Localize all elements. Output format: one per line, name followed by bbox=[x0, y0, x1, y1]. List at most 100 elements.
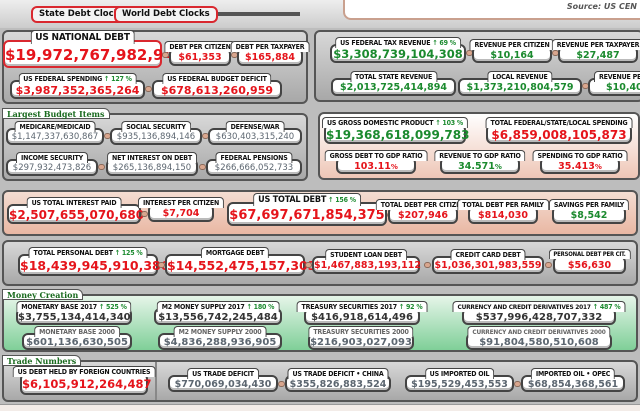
derivatives-2017-clock: CURRENCY AND CREDIT DERIVATIVES 2017 ↑ 487… bbox=[452, 301, 626, 325]
up-arrow-icon: ↑ bbox=[592, 303, 598, 311]
trade-deficit-china-label: US TRADE DEFICIT • CHINA bbox=[287, 368, 389, 379]
trade-deficit-china-clock: US TRADE DEFICIT • CHINA $355,826,883,52… bbox=[285, 368, 391, 392]
debt-to-gdp-value: 103.11% bbox=[354, 161, 398, 172]
imported-oil-value: $195,529,453,553 bbox=[411, 379, 508, 390]
m2-2000-label: M2 MONEY SUPPLY 2000 bbox=[173, 326, 267, 337]
section-label-money-creation: Money Creation bbox=[2, 289, 84, 300]
m2-2017-value: $13,556,742,245,484 bbox=[158, 312, 278, 323]
revenue-per-c-clock: REVENUE PER C $10,404 bbox=[588, 71, 640, 96]
federal-tax-revenue-clock: US FEDERAL TAX REVENUE ↑ 69 % $3,308,739,1… bbox=[330, 37, 466, 63]
budget-item-value: $935,136,894,146 bbox=[116, 132, 196, 142]
credit-card-debt-value: $1,036,301,983,559 bbox=[434, 260, 542, 271]
trade-divider bbox=[155, 362, 157, 400]
total-debt-per-citizen-value: $207,946 bbox=[398, 210, 448, 221]
total-debt-per-family-label: TOTAL DEBT PER FAMILY bbox=[457, 199, 549, 210]
total-personal-debt-clock: TOTAL PERSONAL DEBT ↑ 125 % $18,439,945,91… bbox=[18, 247, 170, 276]
monetary-base-2017-pct: 525 % bbox=[106, 303, 127, 311]
budget-item-value: $630,403,315,240 bbox=[215, 132, 295, 142]
federal-tax-revenue-label: US FEDERAL TAX REVENUE ↑ 69 % bbox=[335, 37, 461, 48]
imported-oil-label: US IMPORTED OIL bbox=[424, 368, 495, 379]
link-connector bbox=[514, 381, 521, 387]
up-arrow-icon: ↑ bbox=[114, 249, 120, 257]
trade-deficit-label: US TRADE DEFICIT bbox=[187, 368, 259, 379]
debt-to-gdp-clock: GROSS DEBT TO GDP RATIO 103.11% bbox=[324, 150, 428, 174]
trade-deficit-clock: US TRADE DEFICIT $770,069,034,430 bbox=[168, 368, 278, 392]
debt-to-gdp-label: GROSS DEBT TO GDP RATIO bbox=[324, 150, 428, 161]
foreign-held-debt-clock: US DEBT HELD BY FOREIGN COUNTRIES $6,105… bbox=[12, 366, 156, 395]
federal-spending-pct: 127 % bbox=[111, 75, 132, 83]
federal-spending-value: $3,987,352,365,264 bbox=[15, 84, 140, 97]
spending-to-gdp-label: SPENDING TO GDP RATIO bbox=[532, 150, 628, 161]
m2-2000-clock: M2 MONEY SUPPLY 2000 $4,836,288,936,905 bbox=[158, 326, 282, 350]
up-arrow-icon: ↑ bbox=[104, 75, 110, 83]
budget-deficit-clock: US FEDERAL BUDGET DEFICIT $678,613,260,9… bbox=[152, 73, 282, 99]
credit-card-debt-clock: CREDIT CARD DEBT $1,036,301,983,559 bbox=[432, 249, 544, 274]
treasury-2017-clock: TREASURY SECURITIES 2017 ↑ 92 % $416,918,6… bbox=[296, 301, 428, 325]
up-arrow-icon: ↑ bbox=[432, 39, 438, 47]
imported-oil-opec-value: $68,854,368,561 bbox=[527, 379, 619, 390]
us-total-debt-clock: US TOTAL DEBT ↑ 156 % $67,697,671,854,375 bbox=[227, 193, 387, 226]
source-text: Source: US CEN bbox=[566, 2, 637, 11]
budget-item-income-security: INCOME SECURITY $297,932,473,826 bbox=[6, 152, 98, 176]
total-personal-debt-label: TOTAL PERSONAL DEBT ↑ 125 % bbox=[28, 247, 148, 258]
interest-paid-clock: US TOTAL INTEREST PAID $2,507,655,070,68… bbox=[7, 197, 145, 224]
up-arrow-icon: ↑ bbox=[246, 303, 252, 311]
tab-state-debt-clocks[interactable]: State Debt Clocks bbox=[31, 6, 133, 23]
gdp-clock: US GROSS DOMESTIC PRODUCT ↑ 103 % $19,368,… bbox=[321, 117, 469, 144]
savings-per-family-label: SAVINGS PER FAMILY bbox=[548, 199, 630, 210]
total-personal-debt-pct: 125 % bbox=[121, 249, 143, 257]
imported-oil-opec-label: IMPORTED OIL • OPEC bbox=[530, 368, 616, 379]
m2-2017-clock: M2 MONEY SUPPLY 2017 ↑ 180 % $13,556,742,2… bbox=[154, 301, 282, 325]
treasury-2000-clock: TREASURY SECURITIES 2000 $216,903,027,09… bbox=[308, 326, 414, 350]
local-revenue-label: LOCAL REVENUE bbox=[487, 71, 553, 82]
link-connector bbox=[158, 262, 165, 268]
treasury-2000-value: $216,903,027,093 bbox=[310, 337, 412, 348]
budget-item-label: FEDERAL PENSIONS bbox=[215, 152, 293, 163]
bottom-strip bbox=[0, 404, 640, 411]
budget-item-value: $1,147,337,630,867 bbox=[11, 132, 99, 142]
foreign-held-label: US DEBT HELD BY FOREIGN COUNTRIES bbox=[12, 366, 156, 377]
budget-item-value: $265,136,894,150 bbox=[112, 163, 192, 173]
derivatives-2000-value: $91,804,580,510,608 bbox=[479, 337, 599, 348]
monetary-base-2000-value: $601,136,630,505 bbox=[26, 337, 128, 348]
personal-debt-per-cit-label: PERSONAL DEBT PER CIT. bbox=[548, 249, 631, 259]
monetary-base-2017-clock: MONETARY BASE 2017 ↑ 525 % $3,755,134,414,… bbox=[16, 301, 132, 325]
link-connector bbox=[424, 262, 431, 268]
link-connector bbox=[162, 52, 169, 58]
credit-card-debt-label: CREDIT CARD DEBT bbox=[450, 249, 526, 260]
interest-per-citizen-label: INTEREST PER CITIZEN bbox=[137, 197, 225, 208]
interest-paid-value: $2,507,655,070,680 bbox=[9, 208, 145, 222]
revenue-to-gdp-clock: REVENUE TO GDP RATIO 34.571% bbox=[434, 150, 526, 174]
federal-tax-revenue-value: $3,308,739,104,308 bbox=[333, 47, 463, 61]
personal-debt-per-cit-value: $56,630 bbox=[567, 260, 612, 271]
derivatives-2017-pct: 487 % bbox=[599, 303, 621, 311]
budget-item-net-interest: NET INTEREST ON DEBT $265,136,894,150 bbox=[106, 152, 198, 176]
link-connector bbox=[145, 86, 152, 92]
link-connector bbox=[98, 164, 105, 170]
imported-oil-opec-clock: IMPORTED OIL • OPEC $68,854,368,561 bbox=[521, 368, 625, 392]
monetary-base-2000-clock: MONETARY BASE 2000 $601,136,630,505 bbox=[22, 326, 132, 350]
derivatives-2000-label: CURRENCY AND CREDIT DERIVATIVES 2000 bbox=[467, 326, 611, 337]
budget-item-label: SOCIAL SECURITY bbox=[121, 121, 191, 132]
total-spending-label: TOTAL FEDERAL/STATE/LOCAL SPENDING bbox=[485, 117, 633, 128]
total-state-revenue-value: $2,013,725,414,894 bbox=[340, 82, 447, 93]
budget-item-label: NET INTEREST ON DEBT bbox=[107, 152, 197, 163]
mortgage-debt-label: MORTGAGE DEBT bbox=[200, 247, 270, 258]
federal-tax-revenue-pct: 69 % bbox=[439, 39, 456, 47]
up-arrow-icon: ↑ bbox=[435, 119, 441, 127]
monetary-base-2017-label: MONETARY BASE 2017 ↑ 525 % bbox=[16, 301, 132, 312]
total-personal-debt-value: $18,439,945,910,386 bbox=[20, 258, 170, 273]
debt-per-taxpayer-label: DEBT PER TAXPAYER bbox=[230, 41, 310, 52]
revenue-per-citizen-clock: REVENUE PER CITIZEN $10,164 bbox=[469, 39, 555, 63]
us-total-debt-pct: 156 % bbox=[335, 196, 356, 204]
tab-world-debt-clocks[interactable]: World Debt Clocks bbox=[114, 6, 218, 23]
up-arrow-icon: ↑ bbox=[328, 196, 334, 204]
interest-per-citizen-value: $7,704 bbox=[162, 208, 200, 219]
local-revenue-value: $1,373,210,804,579 bbox=[466, 82, 574, 93]
budget-item-label: DEFENSE/WAR bbox=[225, 121, 285, 132]
debt-per-citizen-clock: DEBT PER CITIZEN $61,353 bbox=[164, 41, 236, 66]
revenue-per-taxpayer-clock: REVENUE PER TAXPAYER $27,487 bbox=[551, 39, 640, 63]
student-loan-debt-value: $1,467,883,193,112 bbox=[314, 260, 421, 271]
local-revenue-clock: LOCAL REVENUE $1,373,210,804,579 bbox=[458, 71, 582, 96]
total-state-revenue-label: TOTAL STATE REVENUE bbox=[349, 71, 438, 82]
